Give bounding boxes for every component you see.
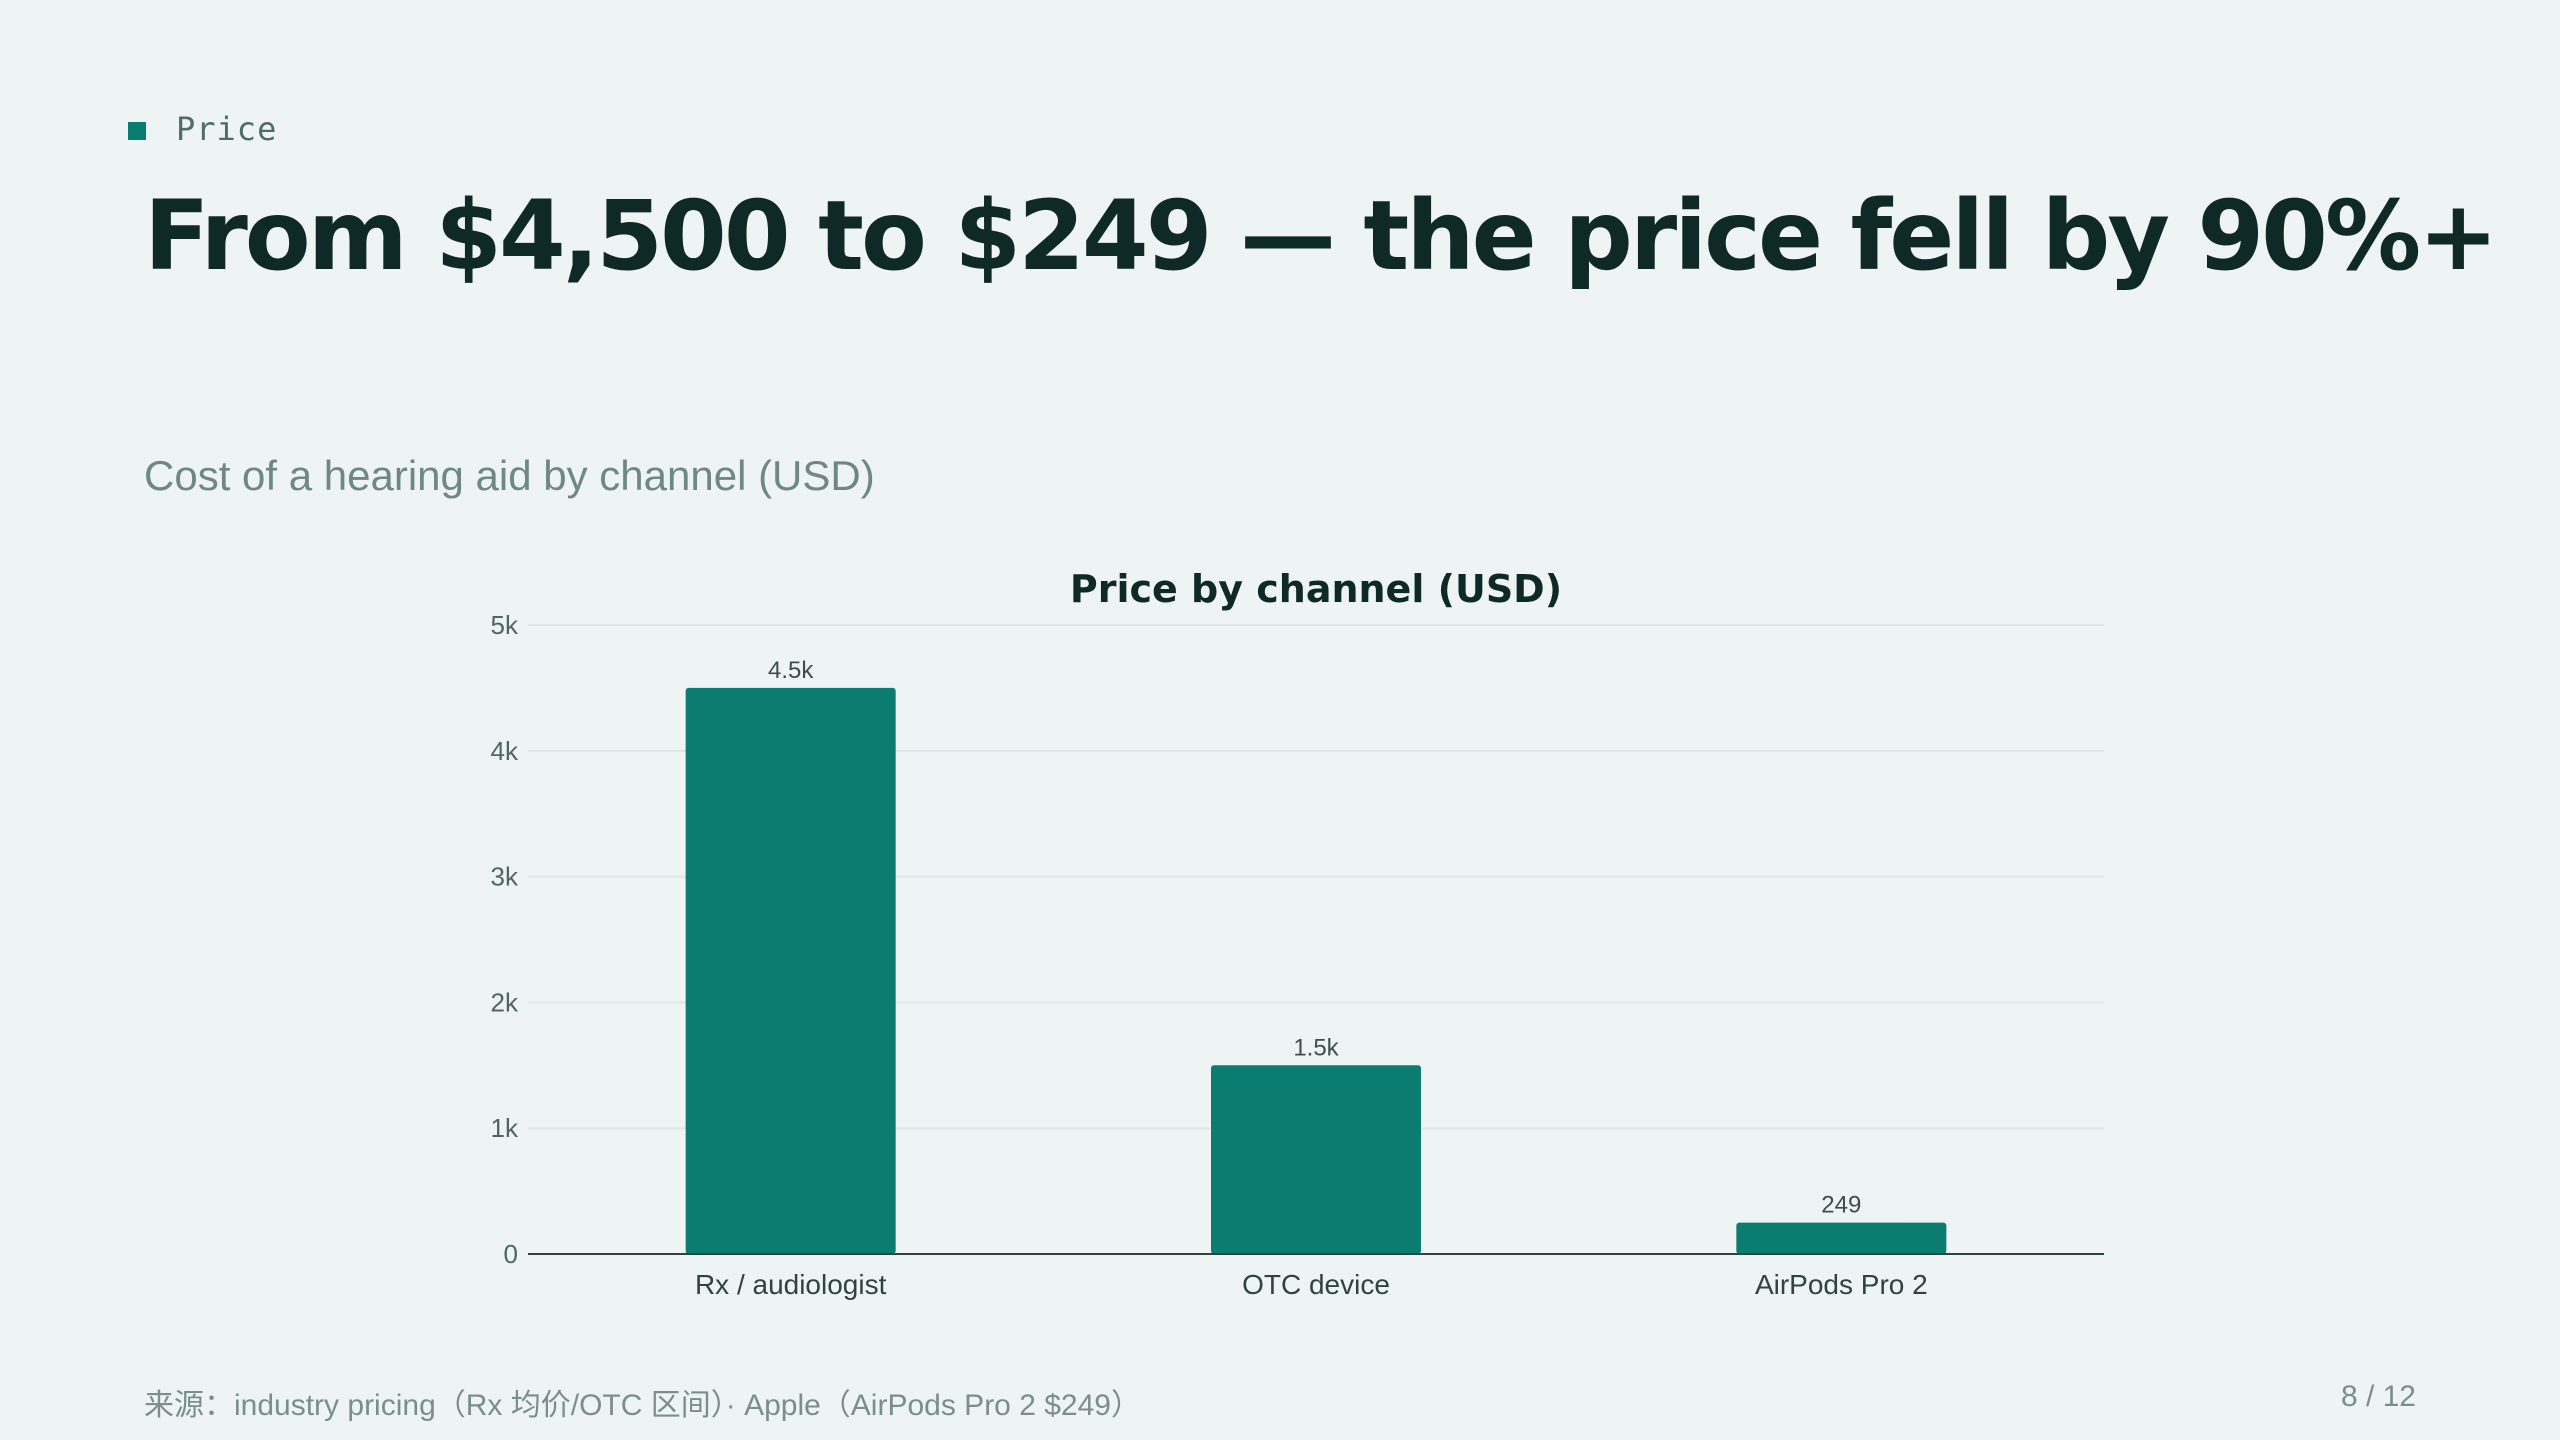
- bar-data-label: 249: [1821, 1192, 1861, 1219]
- bar: [1211, 1065, 1421, 1254]
- bar: [1736, 1222, 1947, 1254]
- x-tick-label: Rx / audiologist: [695, 1269, 887, 1300]
- y-tick-label: 1k: [491, 1113, 519, 1143]
- section-kicker: Price: [128, 110, 277, 148]
- y-tick-label: 3k: [491, 862, 519, 892]
- bar: [685, 687, 896, 1254]
- bar-data-label: 1.5k: [1293, 1034, 1339, 1061]
- kicker-label: Price: [176, 110, 278, 148]
- bar-data-label: 4.5k: [768, 657, 814, 684]
- y-tick-label: 0: [504, 1239, 518, 1269]
- page-number: 8 / 12: [2340, 1380, 2416, 1413]
- x-tick-label: OTC device: [1242, 1269, 1390, 1300]
- y-tick-label: 4k: [491, 736, 519, 766]
- y-tick-label: 2k: [491, 987, 519, 1017]
- slide-headline: From $4,500 to $249 — the price fell by …: [144, 180, 2499, 292]
- footer-source: 来源：industry pricing（Rx 均价/OTC 区间）· Apple…: [144, 1389, 1141, 1422]
- slide-subtitle: Cost of a hearing aid by channel (USD): [144, 452, 875, 499]
- x-tick-label: AirPods Pro 2: [1755, 1269, 1928, 1300]
- kicker-square-icon: [128, 122, 146, 140]
- chart-title: Price by channel (USD): [1070, 567, 1562, 611]
- y-tick-label: 5k: [491, 610, 519, 640]
